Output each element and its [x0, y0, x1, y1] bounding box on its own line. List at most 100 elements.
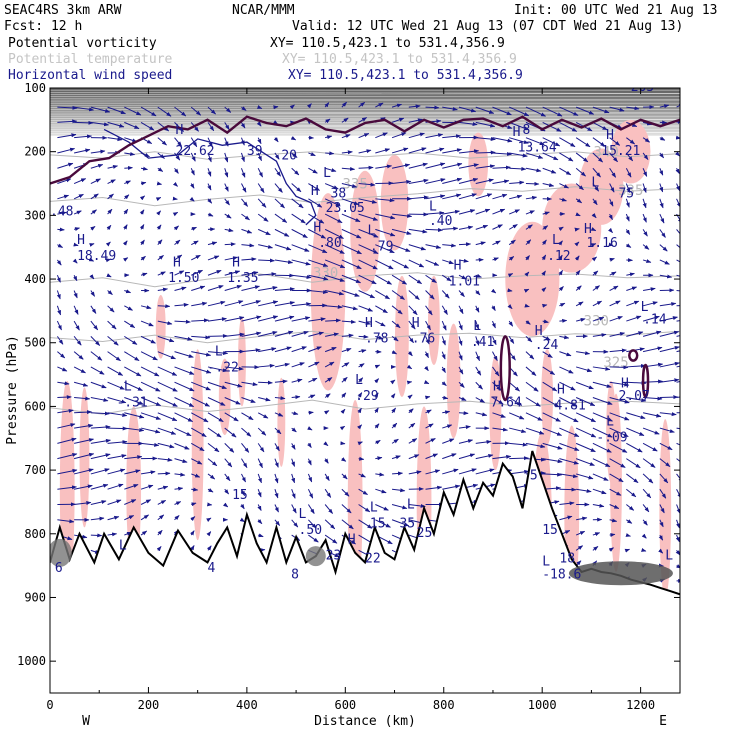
wind-vector — [358, 320, 371, 325]
wind-vector — [174, 486, 184, 491]
wind-vector — [241, 228, 253, 234]
wind-vector — [56, 305, 62, 316]
wind-vector — [575, 137, 591, 148]
wind-vector — [274, 362, 290, 368]
wind-vector — [124, 289, 132, 294]
extremum-label: L — [323, 166, 331, 181]
wind-vector — [107, 397, 127, 404]
wind-vector — [324, 347, 337, 353]
extremum-label: L — [591, 176, 599, 191]
wind-vector — [306, 103, 312, 109]
wind-vector — [375, 274, 392, 285]
wind-vector — [525, 442, 546, 449]
wind-vector — [375, 456, 383, 461]
wind-vector — [391, 455, 401, 460]
wind-vector — [174, 381, 195, 392]
wind-vector — [107, 381, 125, 390]
terrain-shade — [50, 538, 72, 567]
wind-vector — [157, 427, 177, 435]
extremum-label: H — [232, 255, 240, 270]
x-tick-label: 1200 — [626, 698, 655, 712]
wind-vector — [408, 454, 420, 460]
wind-vector — [508, 397, 523, 406]
wind-vector — [391, 504, 408, 510]
wind-vector — [274, 330, 294, 337]
wind-vector — [157, 320, 173, 326]
extremum-label: 25 — [417, 526, 433, 541]
wind-vector — [90, 305, 97, 314]
wind-vector — [73, 320, 80, 331]
wind-vector — [207, 458, 218, 467]
wind-vector — [307, 426, 313, 431]
wind-vector — [442, 468, 459, 475]
wind-vector — [73, 336, 82, 346]
wind-vector — [508, 239, 516, 246]
wind-vector — [140, 272, 148, 277]
wind-vector — [676, 396, 680, 399]
wind-vector — [139, 209, 145, 215]
wind-vector — [291, 152, 298, 158]
wind-vector — [391, 305, 403, 315]
wind-vector — [324, 410, 330, 415]
wind-vector — [241, 300, 262, 307]
wind-vector — [509, 427, 527, 434]
wind-vector — [625, 213, 630, 222]
wind-vector — [289, 104, 295, 110]
wind-vector — [90, 516, 105, 521]
wind-vector — [207, 122, 215, 132]
wind-vector — [107, 499, 122, 505]
wind-vector — [124, 484, 139, 490]
wind-speed-contour — [103, 128, 317, 226]
wind-vector — [224, 256, 239, 261]
wind-vector — [190, 152, 196, 162]
wind-vector — [392, 179, 412, 185]
wind-vector — [274, 473, 279, 484]
wind-vector — [140, 442, 160, 447]
wind-vector — [609, 427, 629, 438]
wind-vector — [676, 519, 680, 529]
wind-vector — [475, 178, 494, 185]
wind-vector — [475, 366, 482, 376]
wind-vector — [174, 335, 193, 341]
wind-vector — [274, 458, 279, 468]
wind-vector — [575, 183, 584, 191]
y-axis-label: Pressure (hPa) — [5, 335, 20, 445]
extremum-label: H — [621, 376, 629, 391]
wind-vector — [122, 240, 128, 246]
wind-vector — [324, 102, 330, 108]
wind-vector — [458, 290, 465, 298]
wind-vector — [475, 397, 485, 403]
wind-vector — [424, 365, 429, 372]
wind-vector — [273, 137, 279, 143]
wind-vector — [575, 152, 589, 163]
extremum-label: 4.81 — [554, 399, 585, 414]
wind-vector — [206, 545, 212, 551]
wind-vector — [391, 103, 403, 108]
wind-vector — [73, 351, 84, 360]
wind-vector — [324, 198, 341, 207]
wind-vector — [258, 380, 273, 385]
wind-vector — [441, 290, 450, 299]
wind-vector — [140, 427, 161, 434]
wind-vector — [390, 379, 396, 385]
axes: 100 200 300 400 500 600 700 800 900 1000 0 200 400 60… — [17, 81, 681, 712]
wind-vector — [90, 533, 103, 538]
wind-vector — [625, 168, 632, 178]
wind-vector — [258, 300, 279, 307]
wind-vector — [174, 286, 187, 291]
wind-vector — [525, 152, 544, 159]
wind-vector — [107, 366, 124, 376]
extremum-label: H — [313, 220, 321, 235]
wind-vector — [257, 489, 262, 498]
wind-vector — [357, 424, 362, 430]
wind-vector — [442, 148, 462, 154]
wind-vector — [475, 150, 496, 155]
wind-vector — [558, 286, 564, 292]
wind-vector — [676, 290, 680, 292]
wind-vector — [458, 106, 477, 113]
extremum-label: 15 — [542, 523, 558, 538]
wind-vector — [105, 241, 111, 247]
wind-vector — [391, 519, 410, 527]
wind-vector — [659, 519, 664, 528]
